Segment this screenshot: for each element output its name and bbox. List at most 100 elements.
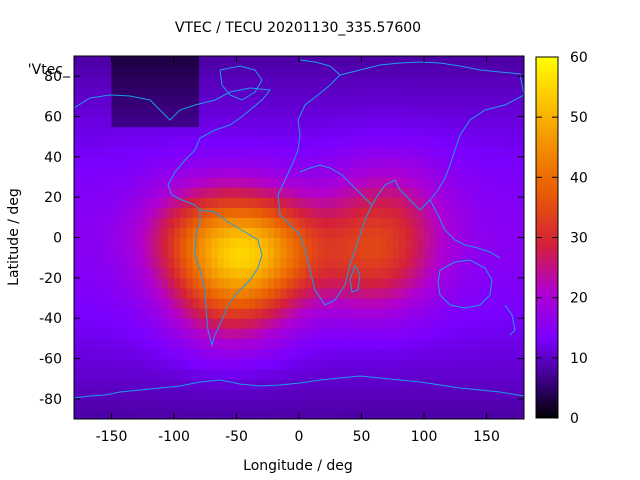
heatmap-cell [211,56,219,67]
heatmap-cell [299,257,306,269]
heatmap-cell [342,177,350,188]
heatmap-cell [517,136,524,148]
heatmap-cell [199,76,206,87]
heatmap-cell [205,398,213,410]
heatmap-cell [299,398,306,410]
heatmap-cell [242,197,250,208]
heatmap-cell [149,328,156,339]
heatmap-cell [374,338,381,350]
heatmap-cell [161,267,169,279]
heatmap-cell [361,388,369,400]
heatmap-cell [380,328,388,339]
heatmap-cell [174,66,181,77]
heatmap-cell [486,76,494,87]
heatmap-cell [361,146,369,158]
heatmap-cell [467,348,475,360]
heatmap-cell [299,146,306,158]
heatmap-cell [86,398,94,410]
heatmap-cell [349,227,356,239]
heatmap-cell [405,267,413,279]
heatmap-cell [311,207,319,218]
heatmap-cell [199,217,206,229]
heatmap-cell [436,247,444,259]
heatmap-cell [286,76,294,87]
heatmap-cell [392,318,400,329]
heatmap-cell [474,408,481,419]
heatmap-cell [117,328,125,339]
heatmap-cell [517,227,524,239]
heatmap-cell [430,197,438,208]
heatmap-cell [286,56,294,67]
heatmap-cell [467,308,475,319]
heatmap-cell [299,96,306,108]
heatmap-cell [280,277,288,289]
heatmap-cell [499,56,506,67]
y-tick-label: -80 [39,392,62,408]
x-tick-label: -150 [96,429,128,445]
heatmap-cell [467,96,475,108]
heatmap-cell [80,338,88,350]
heatmap-cell [342,298,350,309]
heatmap-cell [224,237,231,249]
heatmap-cell [367,177,375,188]
heatmap-cell [280,368,288,380]
heatmap-cell [230,308,238,319]
heatmap-cell [317,277,325,289]
heatmap-cell [105,308,113,319]
heatmap-cell [249,66,256,77]
heatmap-cell [455,247,463,259]
heatmap-cell [499,237,506,249]
heatmap-cell [367,267,375,279]
heatmap-cell [205,378,213,390]
heatmap-cell [417,247,425,259]
heatmap-cell [380,398,388,410]
heatmap-cell [230,156,238,168]
heatmap-cell [486,166,494,178]
heatmap-cell [280,146,288,158]
heatmap-cell [386,318,394,329]
heatmap-cell [117,308,125,319]
heatmap-cell [517,388,524,400]
heatmap-cell [311,368,319,380]
heatmap-cell [224,116,231,128]
heatmap-cell [242,217,250,229]
heatmap-cell [386,298,394,309]
heatmap-cell [449,96,456,108]
heatmap-cell [217,388,225,400]
heatmap-cell [405,318,413,329]
heatmap-cell [436,358,444,370]
heatmap-cell [311,378,319,390]
heatmap-cell [392,348,400,360]
heatmap-cell [92,398,100,410]
heatmap-cell [230,358,238,370]
heatmap-cell [111,156,119,168]
heatmap-cell [492,247,500,259]
heatmap-cell [249,298,256,309]
heatmap-cell [249,348,256,360]
heatmap-cell [436,328,444,339]
heatmap-cell [367,348,375,360]
heatmap-cell [361,378,369,390]
heatmap-cell [74,86,81,97]
heatmap-cell [174,166,181,178]
heatmap-cell [242,187,250,198]
heatmap-cell [111,217,119,229]
heatmap-cell [467,86,475,97]
heatmap-cell [305,358,313,370]
heatmap-cell [330,177,338,188]
heatmap-cell [267,257,275,269]
heatmap-cell [286,308,294,319]
heatmap-cell [492,116,500,128]
heatmap-cell [286,368,294,380]
heatmap-cell [186,146,194,158]
heatmap-cell [317,267,325,279]
heatmap-cell [74,207,81,218]
heatmap-cell [105,287,113,299]
heatmap-cell [205,66,213,77]
heatmap-cell [430,257,438,269]
heatmap-cell [99,197,106,208]
heatmap-cell [467,368,475,380]
y-tick-label: -60 [39,352,62,368]
heatmap-cell [486,298,494,309]
heatmap-cell [492,207,500,218]
